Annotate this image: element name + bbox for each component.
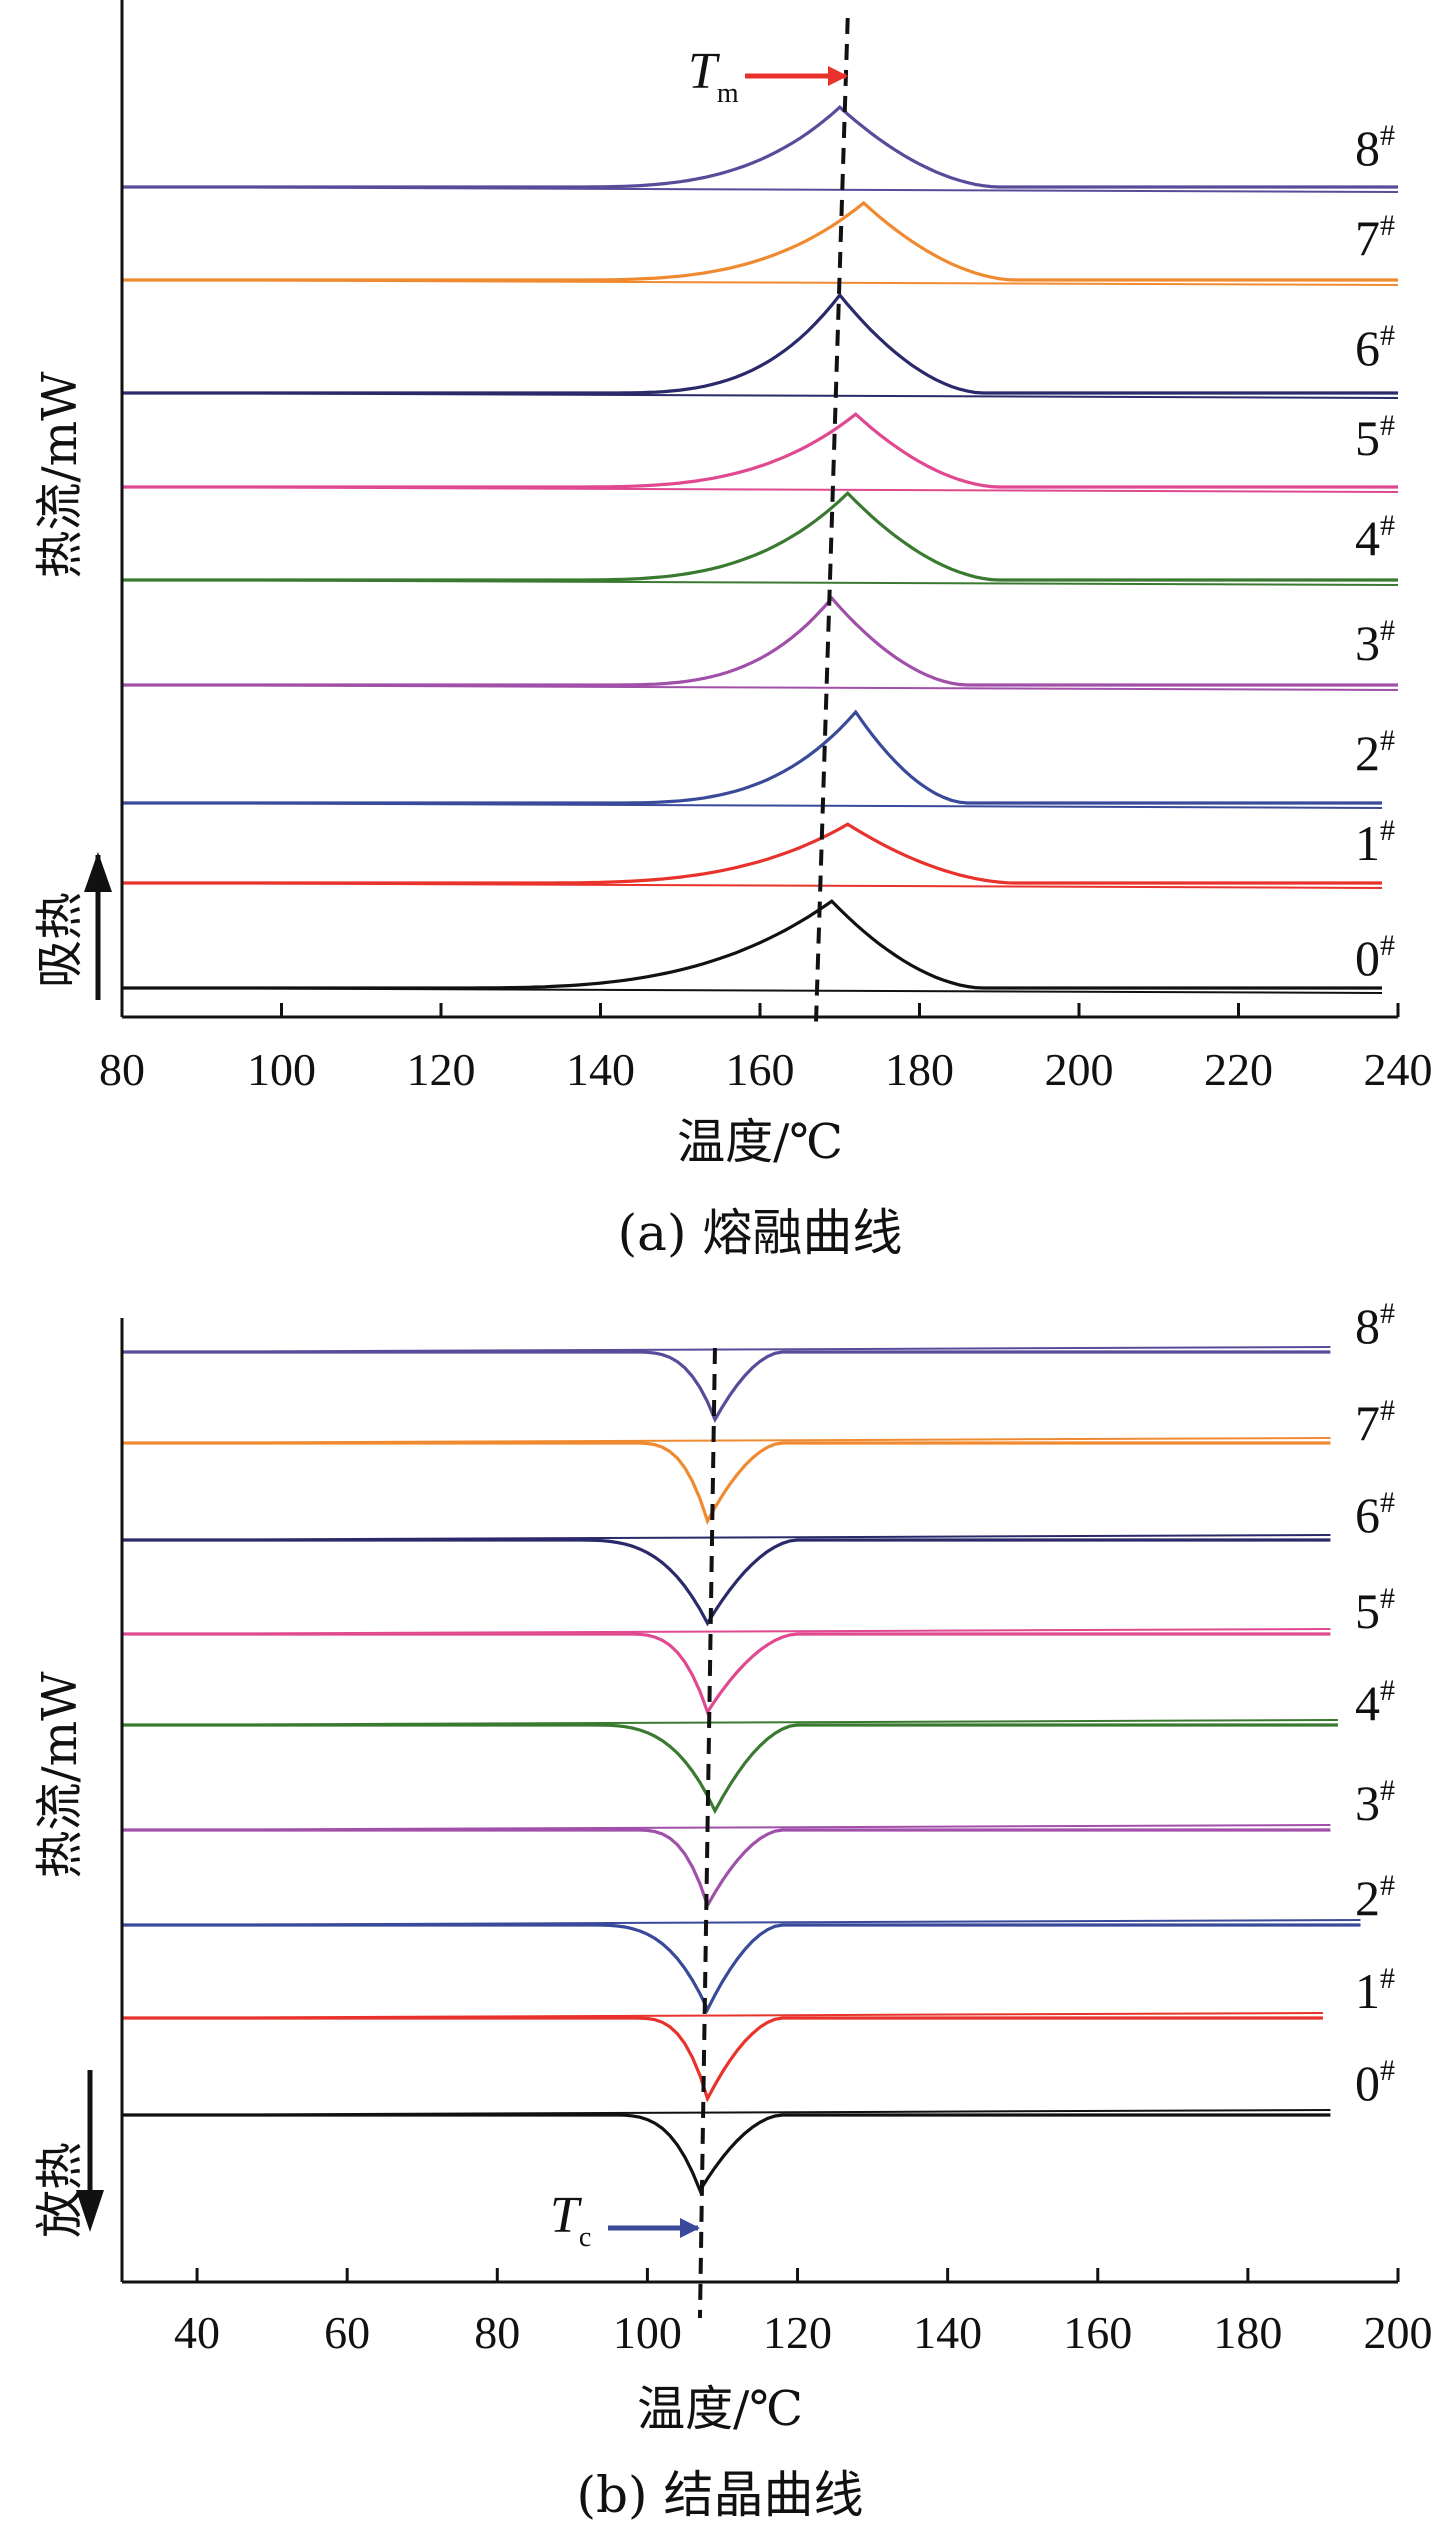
x-tick-label-a-180: 180 [885,1044,954,1095]
melting-x-ticks: 80 100 120 140 160 180 200 220 240 [99,1003,1433,1095]
x-tick-label-b-80: 80 [474,2307,520,2358]
curve-a-4 [122,490,1398,582]
curve-label-b-0: 0# [1355,2054,1395,2111]
x-tick-label-b-120: 120 [763,2307,832,2358]
melting-caption: (a) 熔融曲线 [618,1204,903,1262]
curve-label-a-7: 7# [1355,209,1395,266]
baseline-b-3 [121,1824,1331,1831]
x-tick-label-b-60: 60 [324,2307,370,2358]
curve-label-a-5: 5# [1355,409,1395,466]
curve-b-3 [122,1828,1331,1910]
baseline-b-8 [121,1346,1331,1353]
curve-label-b-5: 5# [1355,1582,1395,1639]
x-tick-label-a-240: 240 [1364,1044,1433,1095]
baseline-a-4 [121,579,1399,586]
baseline-b-6 [121,1534,1331,1541]
curve-b-1 [122,2016,1323,2103]
baseline-b-0 [121,2109,1331,2116]
x-tick-label-a-160: 160 [726,1044,795,1095]
crystallization-x-ticks: 40 60 80 100 120 140 160 180 200 [174,2268,1433,2358]
melting-x-axis-title: 温度/℃ [677,1114,843,1170]
tm-marker-label: Tm [688,43,739,109]
x-tick-label-b-100: 100 [613,2307,682,2358]
melting-curve-labels: 0# 1# 2# 3# 4# 5# 6# 7# 8# [1355,119,1395,986]
curve-label-a-8: 8# [1355,119,1395,176]
curve-a-2 [122,709,1382,805]
curve-label-a-6: 6# [1355,319,1395,376]
baseline-b-5 [121,1628,1331,1635]
baseline-a-5 [121,486,1399,493]
baseline-b-2 [121,1919,1361,1926]
curve-a-8 [122,105,1398,189]
melting-y-axis-title: 热流/mW [32,371,88,579]
baseline-a-1 [121,882,1383,889]
baseline-a-2 [121,802,1383,809]
curve-label-a-2: 2# [1355,724,1395,781]
curve-a-7 [122,200,1398,282]
curve-b-0 [122,2113,1331,2194]
baseline-b-7 [121,1437,1331,1444]
curve-label-a-4: 4# [1355,509,1395,566]
curve-a-3 [122,595,1398,687]
x-tick-label-b-180: 180 [1213,2307,1282,2358]
crystallization-curves [121,1346,1361,2194]
baseline-a-7 [121,279,1399,286]
baseline-a-8 [121,186,1399,193]
baseline-b-1 [121,2012,1323,2019]
curve-b-6 [122,1538,1331,1627]
x-tick-label-b-160: 160 [1063,2307,1132,2358]
x-tick-label-a-200: 200 [1045,1044,1114,1095]
curve-label-b-6: 6# [1355,1486,1395,1543]
curve-label-a-3: 3# [1355,614,1395,671]
curve-b-4 [122,1723,1338,1815]
curve-b-5 [122,1632,1331,1716]
curve-a-6 [122,292,1398,395]
curve-label-a-1: 1# [1355,814,1395,871]
crystallization-chart: 0# 1# 2# 3# 4# 5# 6# 7# 8# Tc 40 60 80 100 120 140 160… [32,1297,1433,2524]
tc-dashed-line [697,1347,717,2319]
curve-label-b-1: 1# [1355,1962,1395,2019]
curve-a-0 [122,899,1382,990]
x-tick-label-b-200: 200 [1364,2307,1433,2358]
curve-label-b-7: 7# [1355,1394,1395,1451]
melting-chart: 0# 1# 2# 3# 4# 5# 6# 7# 8# Tm 80 100 120 140 160 180 2… [32,0,1433,1262]
curve-label-b-4: 4# [1355,1674,1395,1731]
crystallization-y-axis-title: 热流/mW [32,1671,88,1879]
curve-b-2 [122,1923,1361,2014]
x-tick-label-b-140: 140 [913,2307,982,2358]
tm-dashed-line [813,17,850,1029]
crystallization-caption: (b) 结晶曲线 [577,2466,864,2524]
baseline-a-0 [121,987,1383,994]
curve-label-a-0: 0# [1355,929,1395,986]
baseline-b-4 [121,1719,1338,1726]
x-tick-label-a-120: 120 [407,1044,476,1095]
baseline-a-6 [121,392,1399,399]
x-tick-label-a-140: 140 [566,1044,635,1095]
curve-b-8 [122,1350,1331,1424]
crystallization-curve-labels: 0# 1# 2# 3# 4# 5# 6# 7# 8# [1355,1297,1395,2111]
x-tick-label-a-100: 100 [247,1044,316,1095]
tc-marker-label: Tc [550,2187,591,2253]
x-tick-label-b-40: 40 [174,2307,220,2358]
curve-b-7 [122,1441,1331,1525]
x-tick-label-a-80: 80 [99,1044,145,1095]
endothermic-up-arrowhead [84,852,112,892]
curve-label-b-8: 8# [1355,1297,1395,1354]
x-tick-label-a-220: 220 [1204,1044,1273,1095]
curve-label-b-2: 2# [1355,1869,1395,1926]
melting-direction-label: 吸热 [32,892,88,988]
melting-curves [121,105,1399,994]
curve-a-1 [122,822,1382,885]
curve-a-5 [122,412,1398,489]
baseline-a-3 [121,684,1399,691]
exothermic-down-arrowhead [76,2190,104,2232]
curve-label-b-3: 3# [1355,1774,1395,1831]
crystallization-x-axis-title: 温度/℃ [637,2381,803,2437]
